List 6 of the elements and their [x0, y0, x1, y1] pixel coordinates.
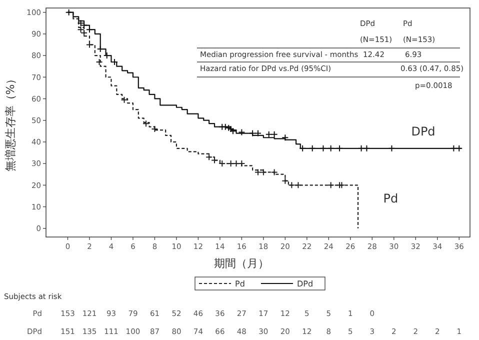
y-axis-title: 無増悪生存率（%）: [4, 73, 17, 172]
text: DPd: [411, 124, 436, 138]
x-axis-title: 期間（月）: [214, 257, 270, 270]
legend-label: DPd: [297, 280, 314, 288]
text: Pd: [383, 191, 398, 206]
legend-label: Pd: [235, 280, 245, 288]
